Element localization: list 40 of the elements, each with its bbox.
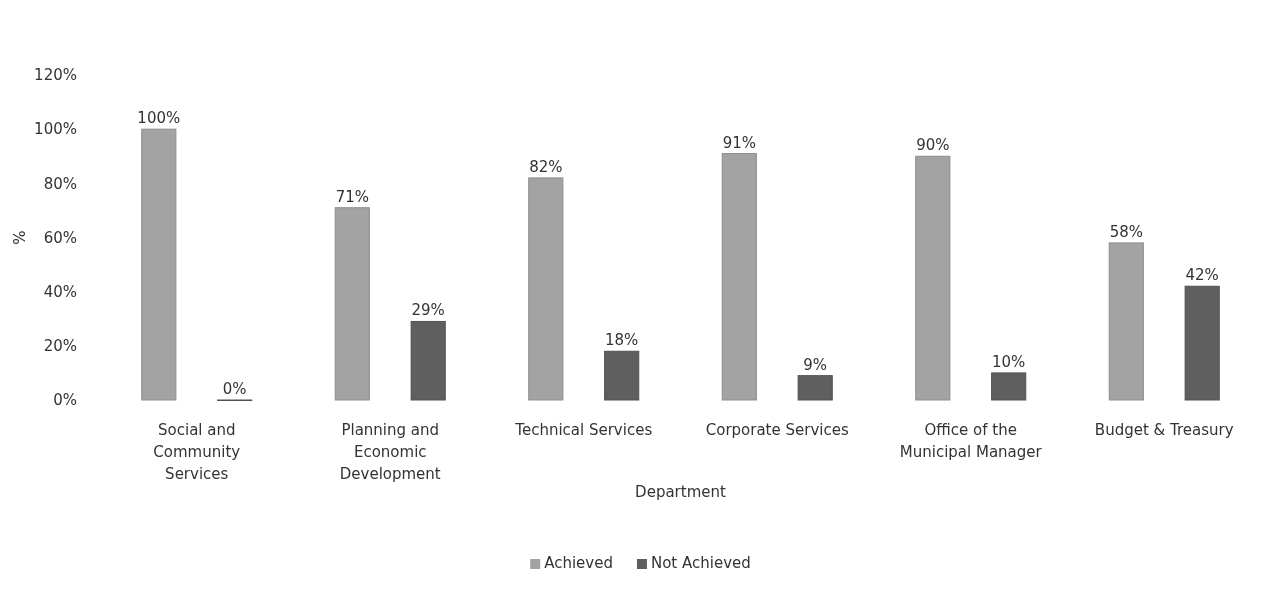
bar [797, 375, 833, 401]
bar [141, 128, 177, 401]
y-tick-label: 60% [43, 228, 77, 247]
data-label: 82% [529, 157, 563, 176]
data-label: 29% [411, 301, 445, 320]
data-label: 9% [803, 355, 828, 374]
bar [604, 350, 640, 401]
data-label: 91% [722, 133, 756, 152]
bar [1184, 285, 1220, 401]
legend-label: Not Achieved [650, 554, 751, 572]
bar [991, 372, 1027, 401]
bar [915, 155, 951, 401]
legend-label: Achieved [544, 554, 613, 572]
bar [410, 320, 446, 401]
bar [721, 153, 757, 401]
data-label: 0% [222, 380, 247, 398]
y-tick-label: 0% [53, 391, 77, 410]
y-tick-label: 120% [34, 66, 77, 85]
bar [528, 177, 564, 401]
x-tick-label: Planning and Economic Development [339, 421, 441, 483]
x-tick-label: Corporate Services [705, 421, 849, 439]
x-tick-label: Budget & Treasury [1094, 421, 1234, 439]
y-tick-label: 20% [43, 337, 77, 356]
data-label: 71% [335, 187, 369, 206]
bar [1108, 242, 1144, 401]
x-tick-label: Social and Community Services [153, 421, 241, 483]
data-label: 18% [605, 331, 639, 350]
y-tick-label: 40% [43, 282, 77, 301]
x-tick-label: Office of the Municipal Manager [899, 421, 1043, 461]
data-label: 58% [1109, 222, 1143, 241]
y-tick-label: 100% [34, 120, 77, 139]
data-label: 90% [916, 136, 950, 155]
x-tick-label: Technical Services [514, 421, 653, 439]
y-tick-label: 80% [43, 174, 77, 193]
y-axis-title: % [11, 230, 29, 245]
bar [334, 207, 370, 401]
data-label: 10% [992, 352, 1026, 371]
data-label: 100% [137, 109, 181, 128]
data-label: 42% [1185, 266, 1219, 285]
x-axis-title: Department [635, 483, 726, 501]
